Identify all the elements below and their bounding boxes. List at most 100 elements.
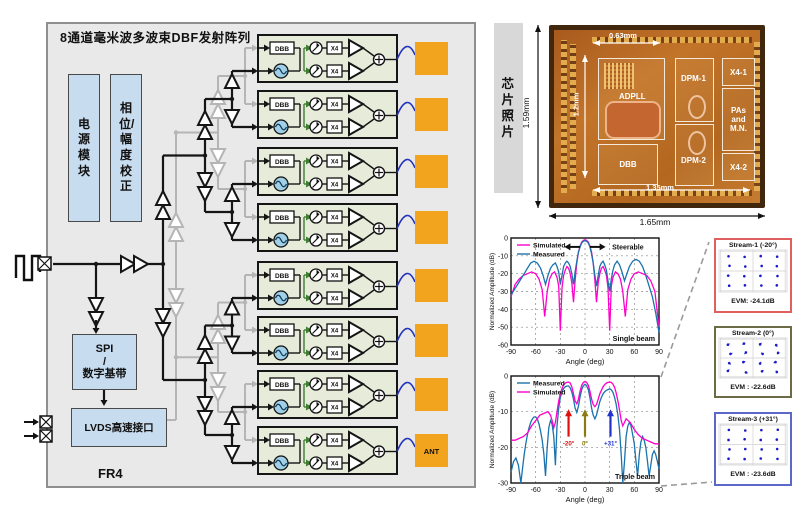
sine-wave-glyph — [274, 403, 288, 411]
chip-block-dbb: DBB — [598, 144, 658, 185]
amplifier-icon — [154, 322, 172, 340]
sine-wave-glyph — [274, 349, 288, 357]
amplifier-icon — [196, 346, 214, 364]
amplifier-icon — [167, 210, 185, 228]
tx-channel-6: DBB X4 X4 — [257, 316, 448, 365]
chip-block-x42-label: X4-2 — [730, 162, 747, 172]
arrowhead — [306, 403, 312, 411]
x4-label: X4 — [331, 103, 339, 109]
svg-text:90: 90 — [655, 349, 663, 356]
chip-block-x42: X4-2 — [722, 153, 755, 181]
single-beam-pattern-plot: -90 -60 -30 0 30 60 900-10-20-30-40-50-60Angle… — [489, 236, 663, 367]
chip-photo-side-banner: 芯片照片 — [494, 23, 523, 193]
amplifier-icon — [154, 308, 172, 326]
symbol-dot — [759, 438, 763, 442]
chip-inductor-shape — [688, 95, 706, 119]
symbol-dot — [776, 428, 780, 432]
x4-label: X4 — [331, 126, 339, 132]
symbol-dot — [758, 362, 762, 365]
svg-text:60: 60 — [630, 349, 638, 356]
amplifier-icon — [223, 222, 241, 240]
amplifier-icon — [209, 386, 227, 404]
x4-label: X4 — [331, 352, 339, 358]
amplifier-icon — [196, 108, 214, 126]
phase-arrowhead — [316, 378, 319, 384]
spi-label-line3: 数字基带 — [82, 368, 127, 381]
tick-labels: -90 -60 -30 0 30 60 90 0 -10 -20 -30 — [498, 374, 663, 495]
wire — [362, 439, 375, 449]
constellation-stream-2-title: Stream-2 (0°) — [731, 330, 774, 337]
dbb-label: DBB — [275, 438, 289, 445]
chip-block-adpll: ADPLL — [598, 58, 665, 140]
dbb-label: DBB — [275, 273, 289, 280]
amplifier-icon — [87, 297, 105, 315]
arrowhead — [306, 180, 312, 188]
chip-photo-side-label: 芯片照片 — [501, 76, 515, 140]
beam-arrow--20°: -20° — [563, 409, 575, 448]
arrowhead — [306, 44, 312, 52]
antenna-bond-wire — [396, 158, 416, 173]
phase-arrowhead — [316, 178, 319, 184]
tx-channel-2: DBB X4 X4 — [257, 90, 448, 139]
chip-pads-right — [754, 42, 760, 191]
x4-label: X4 — [331, 70, 339, 76]
amplifier-icon — [167, 288, 185, 306]
dbb-label: DBB — [275, 46, 289, 53]
amplifier-icon — [348, 230, 366, 250]
amplifier-icon — [196, 396, 214, 414]
lo-distribution-tree — [53, 67, 258, 467]
wire — [362, 344, 375, 354]
tx-channel-3: DBB X4 X4 — [257, 147, 448, 196]
tx-channel-4: DBB X4 X4 — [257, 203, 448, 252]
right-arrowhead — [599, 243, 606, 251]
x4-label: X4 — [331, 239, 339, 245]
arrowhead — [92, 328, 100, 334]
dbb-label: DBB — [275, 328, 289, 335]
svg-text:-30: -30 — [555, 487, 565, 494]
sine-wave-glyph — [274, 123, 288, 131]
x4-label: X4 — [331, 160, 339, 166]
symbol-dot — [743, 265, 747, 268]
amplifier-icon — [348, 453, 366, 473]
antenna-bond-wire — [396, 272, 416, 287]
arrowhead — [252, 271, 258, 279]
chip-block-dpm2: DPM-2 — [675, 124, 714, 186]
constellation-stream-2: Stream-2 (0°) EVM : -22.6dB — [714, 326, 792, 398]
antenna-bond-wire — [396, 214, 416, 229]
arrowhead — [268, 459, 274, 467]
amplifier-icon — [348, 343, 366, 363]
corner-label: Single beam — [613, 334, 655, 343]
symbol-dot — [727, 361, 731, 365]
tx-channel-7: DBB X4 X4 — [257, 370, 448, 419]
symbol-dot — [743, 274, 746, 278]
symbol-dot — [743, 457, 746, 461]
amplifier-icon — [209, 326, 227, 344]
amplifier-icon — [348, 397, 366, 417]
chip-block-dpm1-label: DPM-1 — [681, 74, 706, 83]
callout-line-bottom — [660, 481, 713, 487]
antenna-label: ANT — [424, 447, 440, 456]
steerable-annotation: Steerable — [564, 243, 644, 251]
constellation-stream-3-title: Stream-3 (+31°) — [728, 416, 778, 423]
symbol-dot — [759, 254, 763, 258]
x4-label: X4 — [331, 406, 339, 412]
antenna-bond-wire — [396, 381, 416, 396]
phase-arrowhead — [316, 211, 319, 217]
dimension-arrow — [582, 55, 588, 178]
beam-arrow-0°: 0° — [581, 409, 589, 448]
series-measured — [510, 383, 660, 484]
arrowhead — [306, 459, 312, 467]
chip-block-pas: PAs and M.N. — [722, 88, 755, 151]
arrowhead — [252, 294, 258, 302]
amplifier-icon — [223, 184, 241, 202]
wire — [362, 216, 375, 226]
svg-text:-50: -50 — [498, 325, 508, 332]
symbol-dot — [726, 369, 730, 373]
chip-block-adpll-label: ADPLL — [619, 92, 646, 101]
symbol-dot — [774, 343, 778, 347]
dimension-arrow — [593, 40, 660, 46]
amplifier-icon — [223, 335, 241, 353]
amplifier-icon — [348, 265, 366, 285]
dbb-label: DBB — [275, 382, 289, 389]
phase-arrowhead — [316, 65, 319, 71]
